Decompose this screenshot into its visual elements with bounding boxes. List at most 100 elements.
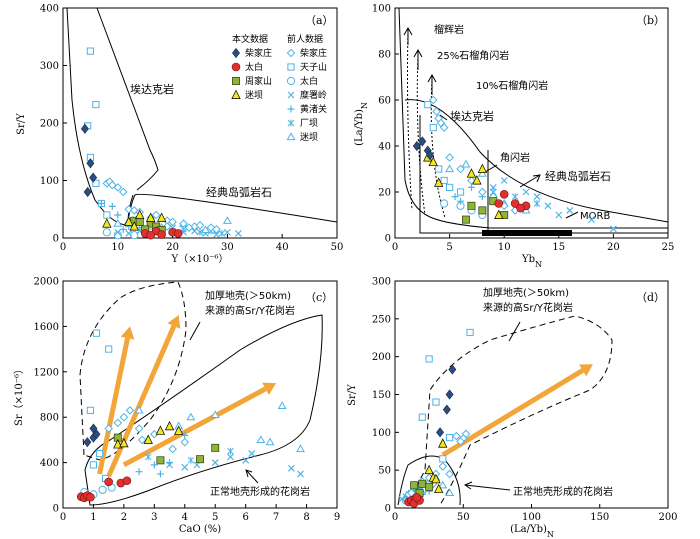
panel-c-point-prev-x: [287, 464, 295, 472]
panel-a-xtick-label: 0: [60, 242, 66, 253]
panel-a-point-this-triangle: [129, 221, 139, 231]
legend-symbol-this-circle: [231, 62, 241, 72]
panel-c-point-prev-square: [95, 449, 104, 458]
panel-b-point-this-triangle: [434, 177, 444, 187]
panel-b-ytick-label: 60: [378, 96, 391, 107]
panel-b-point-prev-asterisk: [511, 193, 519, 201]
panel-c-point-prev-square: [86, 406, 95, 414]
panel-a-xtick-label: 40: [276, 242, 289, 253]
panel-c-thick-2: 来源的高Sr/Y花岗岩: [205, 304, 295, 317]
panel-a-point-prev-x: [114, 228, 122, 236]
panel-b-point-this-triangle: [466, 168, 477, 178]
panel-b-point-this-triangle: [494, 209, 504, 219]
panel-b-eclogite: 榴辉岩: [434, 23, 464, 36]
panel-a-point-prev-diamond: [212, 225, 221, 234]
panel-a-point-prev-x: [234, 229, 242, 237]
panel-d-point-this-triangle: [438, 438, 448, 448]
panel-c-xtick-label: 8: [303, 512, 309, 523]
panel-b-point-prev-diamond: [432, 107, 441, 116]
panel-c-trend-arrow-head: [120, 326, 135, 340]
panel-c-point-prev-triangle: [134, 405, 144, 414]
legend-label: 迷坝: [245, 89, 263, 101]
panel-b-point-prev-x: [533, 193, 541, 201]
panel-a-xtick-label: 30: [221, 242, 234, 253]
panel-d-ytick-label: 0: [385, 504, 391, 515]
panel-b-point-prev-asterisk: [533, 200, 541, 207]
panel-d-point-prev-x: [398, 495, 406, 503]
panel-c-point-prev-circle: [98, 485, 107, 494]
panel-d-ytick-label: 300: [372, 277, 391, 288]
panel-a-ytick-label: 300: [40, 61, 59, 72]
panel-c-xtick-label: 0: [60, 512, 66, 523]
panel-d-point-prev-square: [439, 455, 447, 463]
panel-b-arc: 经典岛弧岩石: [545, 169, 611, 183]
panel-a-point-this-triangle: [102, 218, 112, 228]
legend-symbol-prev-asterisk: [287, 119, 295, 127]
panel-c-point-this-circle: [86, 492, 95, 502]
panel-a-point-this-triangle: [135, 209, 145, 219]
panel-b-point-this-triangle: [428, 156, 438, 167]
panel-b-point-prev-diamond: [439, 123, 449, 132]
panel-c-point-prev-square: [105, 345, 113, 353]
panel-c-point-this-triangle: [119, 437, 129, 448]
panel-c-point-prev-asterisk: [187, 456, 195, 464]
panel-a-point-this-triangle: [146, 212, 156, 222]
panel-b-point-prev-triangle: [477, 169, 487, 177]
panel-d-point-this-diamond: [448, 364, 457, 375]
panel-c-point-prev-triangle: [277, 401, 287, 409]
panel-a-point-prev-square: [92, 101, 100, 109]
panel-c-point-prev-diamond: [180, 437, 190, 447]
panel-c-point-prev-x: [297, 470, 304, 478]
panel-d-point-prev-diamond: [452, 431, 461, 441]
panel-b-point-prev-diamond: [467, 176, 476, 185]
panel-b-xlabel: YbN: [521, 254, 542, 269]
panel-c-point-this-triangle: [155, 425, 166, 435]
panel-a-ytick-label: 100: [40, 176, 59, 187]
panel-d-point-this-diamond: [445, 389, 454, 400]
panel-c-point-this-triangle: [174, 425, 184, 435]
legend-label: 黄渚关: [300, 103, 327, 115]
panel-b-point-prev-x: [609, 225, 617, 233]
panel-c: 0 1 2 3 4 5 6 7 8 9 0 400 800 1200 1600 2000 （c） 加厚地壳(＞…: [13, 277, 340, 536]
panel-b-point-prev-square: [456, 188, 465, 196]
panel-a-point-this-circle: [173, 229, 183, 238]
panel-a-label: （a）: [305, 14, 334, 27]
panel-d-ytick-label: 200: [372, 352, 391, 363]
panel-b-ytick-label: 0: [385, 234, 391, 245]
legend-symbol-prev-x: [287, 91, 295, 99]
panel-d-label: （d）: [636, 291, 665, 304]
panel-d-point-this-triangle: [434, 483, 444, 494]
panel-d-point-prev-diamond: [445, 469, 454, 479]
panel-b-point-this-diamond: [418, 136, 427, 147]
panel-a-point-this-diamond: [83, 186, 92, 198]
panel-b-point-this-triangle: [472, 175, 482, 185]
panel-d-ytick-label: 150: [372, 390, 391, 401]
panel-c-ylabel: Sr（×10⁻⁶）: [13, 364, 25, 426]
panel-c-xtick-label: 2: [121, 512, 127, 523]
panel-a-point-prev-diamond: [124, 204, 134, 214]
panel-a-point-prev-asterisk: [196, 228, 204, 236]
panel-c-xtick-label: 9: [334, 512, 340, 523]
panel-d-thick-2: 来源的高Sr/Y花岗岩: [483, 301, 573, 314]
morb-field: [482, 230, 572, 236]
panel-b-frame: [394, 7, 669, 239]
panel-c-axes: 0 1 2 3 4 5 6 7 8 9 0 400 800 1200 1600 2000: [34, 277, 341, 524]
legend-label: 太白: [245, 61, 263, 73]
panel-c-trend-arrow-head: [262, 382, 277, 395]
panel-b-point-prev-triangle: [461, 159, 471, 168]
panel-b-point-prev-diamond: [428, 95, 438, 105]
panel-a-point-prev-diamond: [168, 217, 177, 227]
legend-previous-title: 前人数据: [287, 33, 323, 45]
panel-d-ylabel: Sr/Y: [347, 384, 358, 406]
panel-b-point-prev-x: [555, 211, 563, 219]
panel-c-point-prev-asterisk: [144, 453, 152, 461]
legend-label: 周家山: [245, 75, 272, 87]
panel-c-point-prev-triangle: [256, 435, 266, 443]
panel-c-point-prev-diamond: [137, 435, 147, 445]
panel-a-point-this-circle: [157, 230, 166, 239]
panel-b-ytick-label: 100: [372, 4, 391, 15]
panel-c-point-prev-x: [211, 459, 219, 467]
panel-b-point-prev-x: [522, 188, 530, 196]
